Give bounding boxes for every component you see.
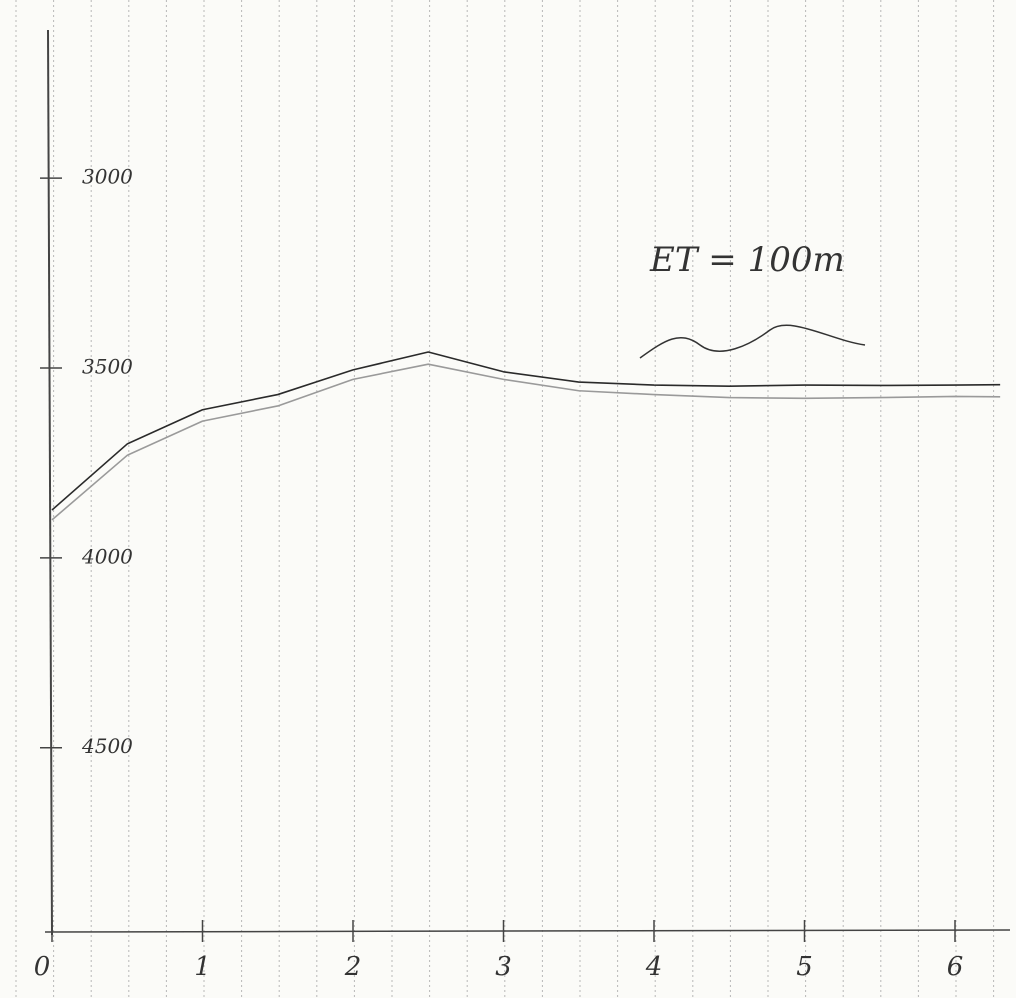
graph-paper <box>15 0 995 998</box>
x-tick-label: 0 <box>34 952 51 982</box>
x-tick-label: 6 <box>947 952 964 982</box>
y-tick-label: 3000 <box>82 165 133 189</box>
data-line <box>51 351 1001 511</box>
annotation-sketch <box>639 324 866 359</box>
x-tick-label: 4 <box>645 952 663 982</box>
y-tick-label: 4500 <box>81 734 133 758</box>
y-tick-label: 4000 <box>81 544 133 568</box>
x-tick-label: 3 <box>495 952 512 982</box>
annotation: ET = 100m <box>649 240 845 280</box>
x-tick-label: 2 <box>344 952 362 982</box>
y-tick-label: 3500 <box>82 354 133 378</box>
x-tick-label: 5 <box>796 952 813 982</box>
y-axis <box>47 29 53 936</box>
x-tick-label: 1 <box>194 952 211 982</box>
data-line <box>51 363 1001 521</box>
x-axis <box>44 929 1011 933</box>
